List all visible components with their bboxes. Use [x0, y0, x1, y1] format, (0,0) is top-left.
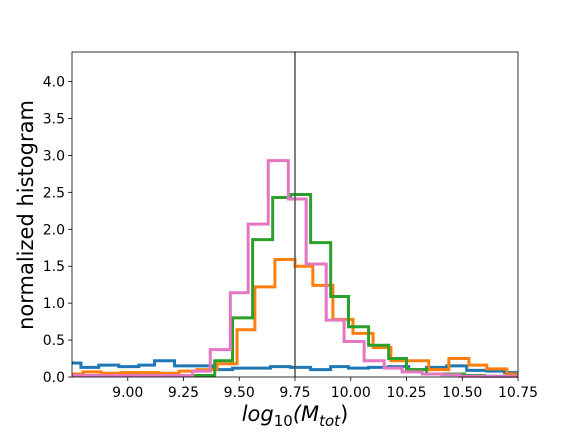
x-tick-label: 9.75 [279, 385, 310, 401]
x-tick-label: 9.00 [112, 385, 143, 401]
y-tick-label: 2.5 [43, 185, 65, 201]
x-label-base: log [242, 402, 274, 426]
y-tick-label: 2.0 [43, 222, 65, 238]
plot-area [71, 51, 519, 378]
x-tick-label: 10.00 [331, 385, 371, 401]
y-tick-label: 1.5 [43, 259, 65, 275]
y-axis: 0.0 0.5 1.0 1.5 2.0 2.5 3.0 3.5 4.0 [43, 75, 72, 386]
x-axis-label: log10(Mtot) [242, 402, 349, 430]
x-label-open: (M [293, 402, 319, 426]
y-axis-label: normalized histogram [14, 100, 38, 330]
y-tick-label: 3.0 [43, 148, 65, 164]
x-label-subscript: tot [319, 412, 341, 430]
x-tick-label: 10.50 [442, 385, 482, 401]
y-tick-label: 0.5 [43, 333, 65, 349]
x-axis: 9.00 9.25 9.50 9.75 10.00 10.25 10.50 10.75 [112, 377, 538, 401]
x-tick-label: 10.25 [386, 385, 426, 401]
x-label-close: ) [340, 402, 348, 426]
x-tick-label: 10.75 [498, 385, 538, 401]
x-tick-label: 9.25 [168, 385, 199, 401]
x-tick-label: 9.50 [224, 385, 255, 401]
x-label-base-subscript: 10 [274, 412, 293, 430]
series-4-step [72, 159, 518, 378]
y-tick-label: 4.0 [43, 75, 65, 91]
y-tick-label: 3.5 [43, 111, 65, 127]
y-tick-label: 0.0 [43, 370, 65, 386]
y-tick-label: 1.0 [43, 296, 65, 312]
series-1-step [72, 359, 518, 375]
